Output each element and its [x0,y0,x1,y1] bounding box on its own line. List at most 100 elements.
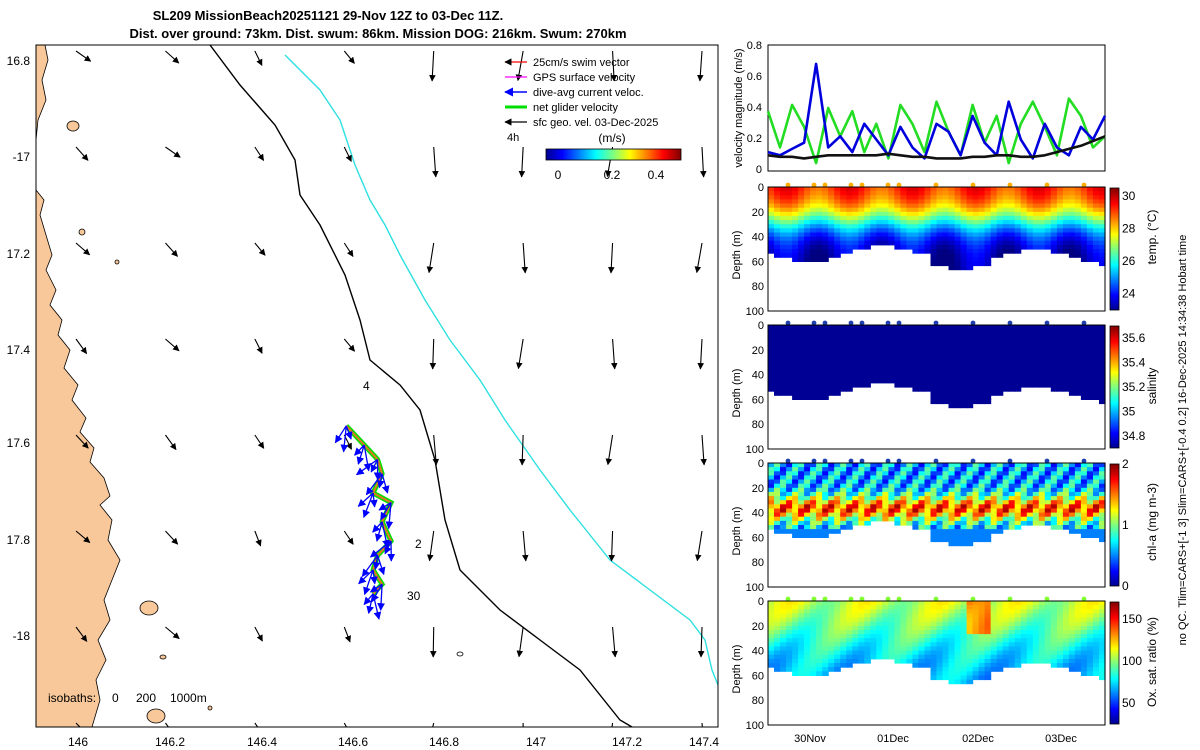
section-cell [906,475,913,481]
section-cell [960,638,968,643]
map-x-tick: 147.4 [689,735,719,749]
section-cell [918,236,925,242]
section-cell [834,211,841,217]
section-cell [984,667,992,672]
section-cell [1020,471,1028,476]
section-cell [1074,638,1082,643]
section-cell [858,496,865,501]
section-cell [810,211,817,217]
section-cell [1008,646,1016,652]
section-cell [954,341,962,347]
section-cell [1050,516,1058,522]
section-cell [972,325,980,330]
section-cell [804,378,811,384]
section-cell [786,463,793,468]
section-cell [786,378,793,384]
section-cell [1008,504,1016,509]
section-cell [912,467,919,472]
section-cell [1074,253,1082,258]
section-cell [930,261,938,267]
section-cell [864,191,871,196]
section-cell [1044,625,1052,631]
section-cell [768,358,775,363]
section-cell [960,671,968,676]
sfc-geo-vectors [75,50,707,727]
section-cell [1074,378,1082,384]
section-cell [1068,358,1076,363]
section-cell [1038,366,1046,371]
section-cell [840,479,847,485]
section-cell [810,504,817,509]
section-cell [804,349,811,355]
section-cell [996,195,1004,200]
section-cell [846,370,853,376]
section-cell [816,646,823,652]
section-cell [774,224,781,229]
section-cell [804,187,811,192]
section-cell [996,508,1004,514]
chla-cbar-label: chl-a (mg m-3) [1145,483,1159,561]
section-cell [810,529,817,534]
section-cell [1093,634,1100,639]
section-cell [858,232,865,238]
section-cell [828,249,835,254]
dive-avg-current-vector [362,492,374,519]
section-cell [798,220,805,225]
oxygen-cbar-label: Ox. sat. ratio (%) [1145,617,1159,707]
section-cell [900,370,907,376]
section-cell [870,345,877,351]
section-cell [1056,629,1064,635]
section-cell [786,629,793,635]
section-cell [918,337,925,343]
section-cell [966,658,974,664]
section-cell [1038,374,1046,380]
section-cell [924,345,932,351]
section-cell [1062,345,1070,351]
section-cell [1074,249,1082,254]
section-cell [936,642,944,647]
section-cell [1014,195,1022,200]
section-cell [1050,638,1058,643]
section-cell [900,382,907,388]
section-cell [804,370,811,376]
section-cell [816,487,823,493]
section-cell [768,366,775,371]
section-cell [1038,491,1046,497]
section-cell [930,199,938,205]
section-cell [768,508,775,514]
section-cell [984,500,992,505]
surface-sample-dot [822,458,828,464]
section-cell [960,625,968,631]
section-cell [972,537,980,543]
section-cell [810,471,817,476]
section-cell [804,629,811,635]
section-cell [900,491,907,497]
section-cell [1099,634,1106,639]
section-cell [912,382,919,388]
section-cell [858,646,865,652]
section-cell [864,650,871,656]
section-cell [924,491,932,497]
vel-y-tick: 0.2 [747,133,762,145]
section-cell [1093,362,1100,367]
section-cell [1026,512,1034,518]
section-cell [936,479,944,485]
section-cell [822,504,829,509]
section-cell [834,199,841,205]
section-cell [852,496,859,501]
section-cell [972,605,980,610]
section-cell [1038,634,1046,639]
section-cell [942,642,950,647]
section-cell [888,601,895,606]
section-cell [1002,203,1010,209]
section-cell [984,349,992,355]
section-cell [882,496,889,501]
section-cell [996,654,1004,660]
section-cell [990,349,998,355]
section-cell [780,654,787,660]
section-cell [1062,646,1070,652]
section-cell [996,391,1004,396]
section-cell [1068,253,1076,258]
section-cell [774,642,781,647]
section-cell [798,654,805,660]
